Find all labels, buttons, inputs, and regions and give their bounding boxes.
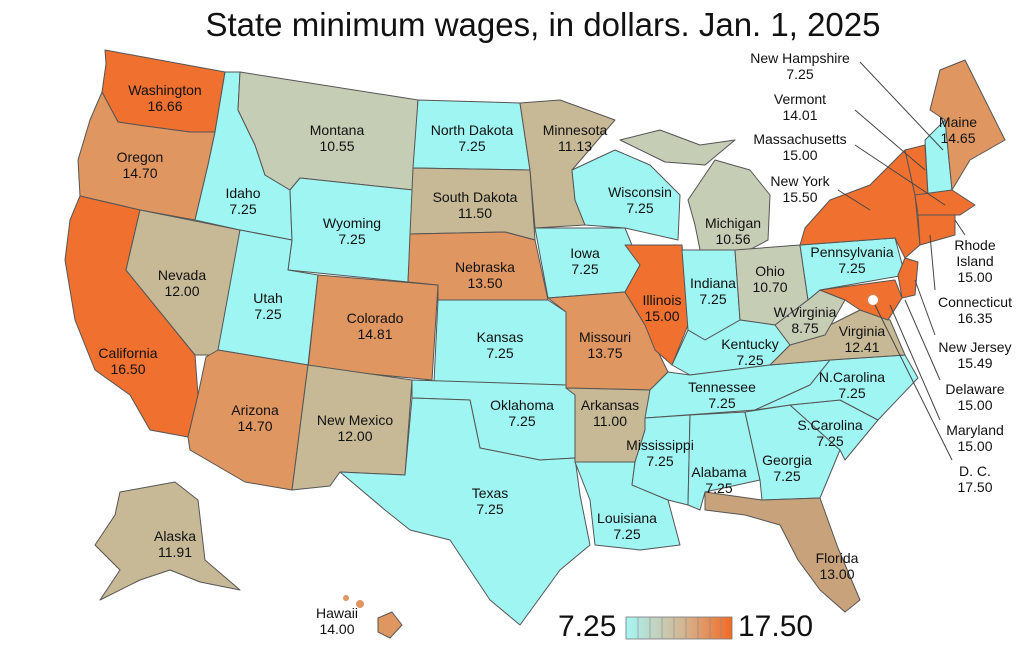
label-nebraska: Nebraska 13.50 [455,259,515,291]
map-title: State minimum wages, in dollars. Jan. 1,… [205,6,880,43]
label-missouri: Missouri 13.75 [579,329,631,361]
label-iowa: Iowa 7.25 [570,245,600,277]
state-michigan [687,159,771,256]
label-wisconsin: Wisconsin 7.25 [608,184,672,216]
label-ohio: Ohio 10.70 [752,263,787,295]
callout-vermont: Vermont 14.01 [774,91,826,123]
label-kansas: Kansas 7.25 [477,329,524,361]
label-hawaii: Hawaii 14.00 [316,605,358,637]
label-tennessee: Tennessee 7.25 [688,379,756,411]
label-florida: Florida 13.00 [816,550,859,582]
label-arizona: Arizona 14.70 [231,402,279,434]
label-north-dakota: North Dakota 7.25 [431,122,514,154]
label-wyoming: Wyoming 7.25 [323,215,381,247]
state-michigan-upper [619,129,736,166]
label-alaska: Alaska 11.91 [154,528,196,560]
label-illinois: Illinois 15.00 [643,292,682,324]
label-south-dakota: South Dakota 11.50 [433,189,518,221]
label-new-mexico: New Mexico 12.00 [317,412,393,444]
label-alabama: Alabama 7.25 [691,464,746,496]
northeast-callouts: New Hampshire 7.25 Vermont 14.01 Massachus… [750,50,1012,495]
label-indiana: Indiana 7.25 [690,275,736,307]
label-colorado: Colorado 14.81 [347,310,404,342]
label-louisiana: Louisiana 7.25 [597,510,657,542]
label-oregon: Oregon 14.70 [117,149,164,181]
legend-gradient-bar [625,616,733,640]
dc-marker [866,293,880,307]
label-georgia: Georgia 7.25 [762,452,812,484]
label-utah: Utah 7.25 [253,290,283,322]
label-california: California 16.50 [98,345,157,377]
callout-connecticut: Connecticut 16.35 [938,294,1012,326]
label-texas: Texas 7.25 [472,485,509,517]
callout-new-jersey: New Jersey 15.49 [938,339,1011,371]
callout-delaware: Delaware 15.00 [945,381,1004,413]
legend-swatch-dividers [637,617,722,639]
state-new-jersey [897,257,919,299]
label-washington: Washington 16.66 [128,82,201,114]
state-wisconsin [571,149,681,241]
state-shapes [64,49,1006,639]
state-maine [929,59,1006,191]
label-montana: Montana 10.55 [310,122,365,154]
hawaii-island-small [356,600,364,608]
callout-dc: D. C. 17.50 [957,463,992,495]
label-maine: Maine 14.65 [939,114,977,146]
state-alaska [94,481,241,601]
legend-min-label: 7.25 [558,610,616,643]
callout-new-york: New York 15.50 [770,173,830,205]
state-texas [339,397,591,626]
state-labels: Washington 16.66 Oregon 14.70 California 16… [98,82,977,637]
callout-new-hampshire: New Hampshire 7.25 [750,50,850,82]
legend-max-label: 17.50 [738,610,813,643]
label-minnesota: Minnesota 11.13 [543,122,608,154]
label-pennsylvania: Pennsylvania 7.25 [810,244,893,276]
label-arkansas: Arkansas 11.00 [581,397,639,429]
callout-rhode-island: Rhode Island 15.00 [954,237,995,285]
state-massachusetts [914,189,976,216]
label-nevada: Nevada 12.00 [158,267,206,299]
state-north-carolina [754,354,919,421]
label-kentucky: Kentucky 7.25 [721,336,779,368]
label-idaho: Idaho 7.25 [225,185,260,217]
label-oklahoma: Oklahoma 7.25 [490,397,554,429]
callout-maryland: Maryland 15.00 [946,422,1004,454]
label-south-carolina: S.Carolina 7.25 [797,417,863,449]
label-michigan: Michigan 10.56 [705,215,761,247]
state-maryland [819,279,903,321]
state-florida [704,491,861,613]
legend: 7.25 17.50 [558,610,813,643]
label-virginia: Virginia 12.41 [839,323,886,355]
callout-massachusetts: Massachusetts 15.00 [753,131,846,163]
state-colorado [307,274,439,381]
label-west-virginia: W.Virginia 8.75 [774,304,837,336]
hawaii-island-tiny [343,595,349,601]
state-connecticut [917,214,956,246]
callout-leaders [837,61,966,461]
label-mississippi: Mississippi 7.25 [626,437,694,469]
state-hawaii [377,611,403,639]
label-north-carolina: N.Carolina 7.25 [819,369,885,401]
